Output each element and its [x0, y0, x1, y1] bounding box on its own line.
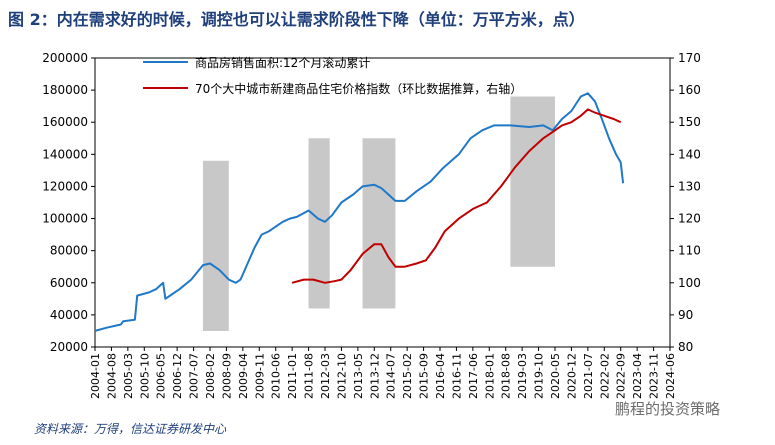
- x-tick-label: 2022-09: [615, 353, 628, 399]
- x-tick-label: 2005-03: [122, 353, 135, 399]
- right-tick-label: 80: [678, 340, 693, 354]
- shaded-band-1: [308, 138, 330, 309]
- x-tick-label: 2012-03: [319, 353, 332, 399]
- right-tick-label: 110: [678, 244, 701, 258]
- x-tick-label: 2020-05: [549, 353, 562, 399]
- x-tick-label: 2016-11: [450, 353, 463, 399]
- source-note: 资料来源：万得，信达证券研发中心: [34, 422, 227, 436]
- left-tick-label: 20000: [50, 340, 88, 354]
- x-tick-label: 2007-07: [188, 353, 201, 399]
- left-tick-label: 140000: [42, 147, 88, 161]
- x-tick-label: 2015-02: [401, 353, 414, 399]
- x-tick-label: 2014-07: [385, 353, 398, 399]
- x-tick-label: 2020-12: [565, 353, 578, 399]
- x-tick-label: 2008-09: [220, 353, 233, 399]
- x-tick-label: 2004-08: [105, 353, 118, 399]
- x-tick-label: 2005-10: [138, 353, 151, 399]
- x-tick-label: 2019-03: [516, 353, 529, 399]
- legend-label-0: 商品房销售面积:12个月滚动累计: [195, 55, 370, 70]
- x-tick-label: 2015-09: [418, 353, 431, 399]
- legend-label-1: 70个大中城市新建商品住宅价格指数（环比数据推算，右轴）: [195, 81, 522, 96]
- right-tick-label: 170: [678, 51, 701, 65]
- left-tick-label: 80000: [50, 244, 88, 258]
- x-tick-label: 2019-10: [533, 353, 546, 399]
- x-tick-label: 2009-11: [253, 353, 266, 399]
- shaded-band-3: [510, 96, 555, 267]
- right-tick-label: 150: [678, 115, 701, 129]
- x-tick-label: 2008-02: [204, 353, 217, 399]
- left-tick-label: 160000: [42, 115, 88, 129]
- left-tick-label: 120000: [42, 179, 88, 193]
- left-tick-label: 40000: [50, 308, 88, 322]
- legend: 商品房销售面积:12个月滚动累计 70个大中城市新建商品住宅价格指数（环比数据推算…: [143, 55, 522, 96]
- x-tick-label: 2013-12: [368, 353, 381, 399]
- x-tick-label: 2022-02: [598, 353, 611, 399]
- x-tick-label: 2012-10: [335, 353, 348, 399]
- left-tick-label: 60000: [50, 276, 88, 290]
- x-tick-label: 2018-08: [500, 353, 513, 399]
- x-tick-label: 2006-12: [171, 353, 184, 399]
- x-tick-label: 2018-01: [483, 353, 496, 399]
- x-tick-label: 2009-04: [237, 353, 250, 399]
- x-tick-label: 2011-01: [286, 353, 299, 399]
- shaded-band-2: [362, 138, 396, 309]
- watermark: 鹏程的投资策略: [615, 400, 721, 418]
- x-tick-label: 2017-06: [467, 353, 480, 399]
- shaded-band-0: [202, 160, 229, 331]
- x-tick-label: 2023-11: [648, 353, 661, 399]
- x-tick-label: 2004-01: [89, 353, 102, 399]
- left-tick-label: 200000: [42, 51, 88, 65]
- x-tick-label: 2016-04: [434, 353, 447, 399]
- right-tick-label: 130: [678, 179, 701, 193]
- x-tick-label: 2024-06: [664, 353, 677, 399]
- axes: 20000 40000 60000 80000 100000 120000 140000 16…: [42, 51, 701, 399]
- right-tick-label: 90: [678, 308, 693, 322]
- x-tick-label: 2011-08: [303, 353, 316, 399]
- plot-frame: [94, 57, 671, 348]
- left-tick-label: 180000: [42, 83, 88, 97]
- right-tick-label: 140: [678, 147, 701, 161]
- left-tick-label: 100000: [42, 212, 88, 226]
- right-tick-label: 100: [678, 276, 701, 290]
- x-tick-label: 2023-04: [631, 353, 644, 399]
- x-tick-label: 2021-07: [582, 353, 595, 399]
- series-line-0: [94, 92, 625, 332]
- right-tick-label: 160: [678, 83, 701, 97]
- x-tick-label: 2010-06: [270, 353, 283, 399]
- right-tick-label: 120: [678, 212, 701, 226]
- chart-title: 图 2：内在需求好的时候，调控也可以让需求阶段性下降（单位：万平方米，点）: [8, 10, 585, 29]
- x-tick-label: 2006-05: [155, 353, 168, 399]
- series-line-1: [291, 108, 622, 284]
- shaded-bands: [202, 96, 555, 331]
- series-lines: [94, 92, 625, 332]
- x-tick-label: 2013-05: [352, 353, 365, 399]
